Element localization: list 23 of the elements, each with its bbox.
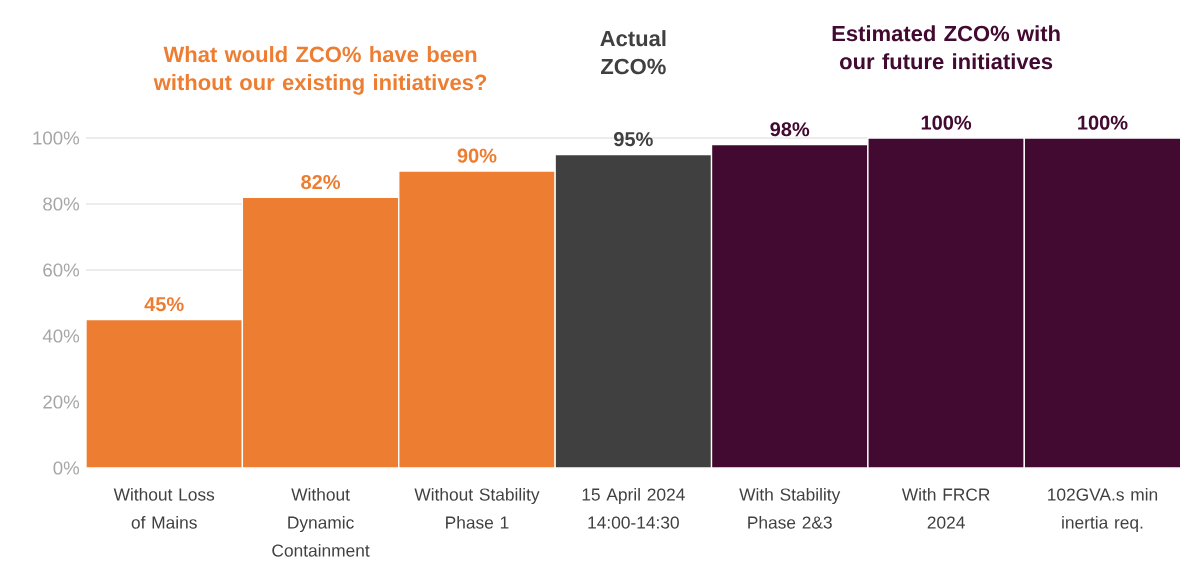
x-tick-label: With FRCR 2024: [901, 487, 990, 529]
x-tick-label: With Stability Phase 2&3: [739, 487, 841, 529]
y-tick-label: 20%: [43, 395, 80, 409]
y-tick-label: 100%: [33, 131, 80, 145]
data-label: 95%: [614, 132, 653, 147]
y-tick-label: 80%: [43, 197, 80, 211]
text: Actual ZCO%: [600, 30, 666, 75]
data-label: 82%: [301, 174, 341, 190]
data-label: 98%: [770, 122, 810, 137]
data-label: 90%: [457, 148, 497, 163]
y-tick-label: 0%: [53, 461, 80, 475]
text: What would ZCO% have been without our existing initiatives?: [153, 46, 487, 95]
data-label: 100%: [1078, 115, 1128, 130]
data-label: 100%: [921, 115, 972, 130]
data-label: 45%: [144, 297, 184, 312]
y-tick-label: 60%: [43, 263, 80, 277]
x-tick-label: 102GVA.s min inertia req.: [1048, 487, 1158, 533]
x-tick-label: Without Loss of Mains: [113, 487, 215, 529]
y-tick-label: 40%: [42, 329, 80, 343]
text: Estimated ZCO% with our future initiatives: [832, 25, 1060, 70]
x-tick-label: 15 April 2024 14:00-14:30: [582, 487, 685, 529]
x-tick-label: Without Stability Phase 1: [414, 487, 540, 529]
x-tick-label: Without Dynamic Containment: [272, 487, 370, 557]
